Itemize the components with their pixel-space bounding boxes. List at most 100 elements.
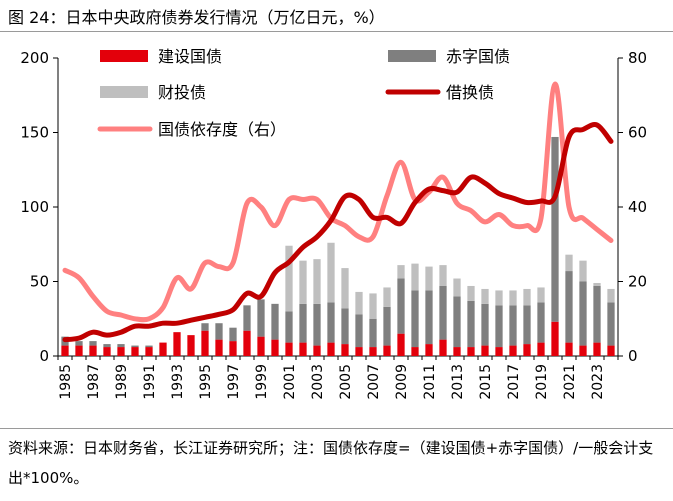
bar-construction-1987 [89,345,97,356]
bar-deficit-1998 [243,305,251,331]
bar-deficit-2021 [565,271,573,343]
x-tick-label: 2003 [310,364,326,400]
bar-construction-2008 [383,345,391,356]
legend-deficit-swatch [388,50,436,62]
bar-deficit-2000 [271,303,279,340]
x-tick-label: 2015 [478,364,494,400]
bar-filp-2004 [327,242,335,303]
bar-construction-1993 [173,332,181,356]
bar-deficit-1986 [75,341,83,346]
bar-construction-1988 [103,347,111,356]
bar-construction-1990 [131,347,139,356]
y-right-tick-label: 0 [628,347,638,365]
bar-filp-2012 [439,265,447,286]
bar-deficit-1996 [215,323,223,340]
bar-filp-2014 [467,285,475,301]
bar-deficit-2006 [355,314,363,348]
bar-construction-2007 [369,347,377,356]
bar-deficit-2020 [551,136,559,322]
bar-filp-2003 [313,259,321,304]
bar-filp-2021 [565,254,573,272]
bar-deficit-2001 [285,311,293,343]
bar-filp-2013 [453,278,461,297]
bar-filp-2019 [537,287,545,303]
bar-filp-2010 [411,263,419,291]
bar-construction-1999 [257,336,265,356]
y-left-tick-label: 150 [20,124,49,142]
legend-deficit-label: 赤字国债 [446,47,510,66]
bar-construction-2006 [355,347,363,356]
chart-title: 图 24：日本中央政府债券发行情况（万亿日元，%） [8,8,385,27]
bar-filp-2015 [481,288,489,304]
bar-filp-2009 [397,265,405,279]
x-tick-label: 1987 [86,364,102,400]
bar-construction-2012 [439,339,447,356]
y-left-tick-label: 100 [20,198,49,216]
bar-construction-2022 [579,345,587,356]
bar-deficit-2023 [593,285,601,343]
x-tick-label: 2013 [450,364,466,400]
bar-filp-2011 [425,266,433,291]
legend-filp-swatch [100,86,148,98]
bar-construction-2004 [327,342,335,356]
bar-deficit-2003 [313,303,321,346]
bar-filp-2006 [355,291,363,315]
bar-deficit-2017 [509,305,517,346]
bar-construction-2001 [285,342,293,356]
bar-deficit-1988 [103,344,111,348]
bar-deficit-1995 [201,323,209,331]
bar-construction-2003 [313,345,321,356]
x-tick-label: 2007 [366,364,382,400]
bar-construction-1985 [61,345,69,356]
y-right-tick-label: 80 [628,49,647,67]
bar-deficit-2005 [341,308,349,345]
bar-filp-2016 [495,290,503,306]
bar-construction-2002 [299,342,307,356]
bar-deficit-2004 [327,302,335,343]
bar-deficit-2013 [453,296,461,348]
x-tick-label: 2023 [590,364,606,400]
bar-deficit-2009 [397,278,405,334]
y-left-tick-label: 50 [30,273,49,291]
y-right-tick-label: 60 [628,124,647,142]
bar-deficit-2019 [537,302,545,343]
x-tick-label: 1989 [114,364,130,400]
bar-construction-2014 [467,347,475,356]
legend-dependency-label: 国债依存度（右） [158,120,286,139]
x-tick-label: 2017 [506,364,522,400]
y-right-tick-label: 20 [628,273,647,291]
bars-group [61,136,615,356]
bar-construction-1991 [145,347,153,356]
y-left-tick-label: 0 [39,347,49,365]
x-tick-label: 1995 [198,364,214,400]
bar-construction-2010 [411,347,419,356]
bar-construction-2021 [565,342,573,356]
bar-construction-2005 [341,344,349,356]
bar-filp-2002 [299,260,307,304]
bar-deficit-2014 [467,300,475,348]
bar-deficit-1991 [145,345,153,348]
bar-construction-1996 [215,339,223,356]
bar-filp-2024 [607,288,615,303]
bar-filp-2023 [593,282,601,286]
y-left-tick-label: 200 [20,49,49,67]
bar-filp-2008 [383,287,391,307]
bar-construction-2011 [425,344,433,356]
x-tick-label: 1985 [58,364,74,400]
x-tick-label: 1999 [254,364,270,400]
lines-group [62,81,614,343]
bar-deficit-2012 [439,285,447,340]
bar-construction-2020 [551,321,559,356]
bar-deficit-2016 [495,305,503,348]
bar-construction-1986 [75,345,83,356]
bar-filp-2017 [509,290,517,306]
legend-construction-label: 建设国债 [158,47,222,66]
bar-deficit-2008 [383,306,391,346]
bar-deficit-2018 [523,305,531,345]
x-tick-label: 2001 [282,364,298,400]
legend-construction-swatch [100,50,148,62]
bar-construction-2023 [593,342,601,356]
source-note: 资料来源：日本财务省，长江证券研究所；注：国债依存度=（建设国债+赤字国债）/一… [8,439,654,487]
x-tick-label: 1993 [170,364,186,400]
